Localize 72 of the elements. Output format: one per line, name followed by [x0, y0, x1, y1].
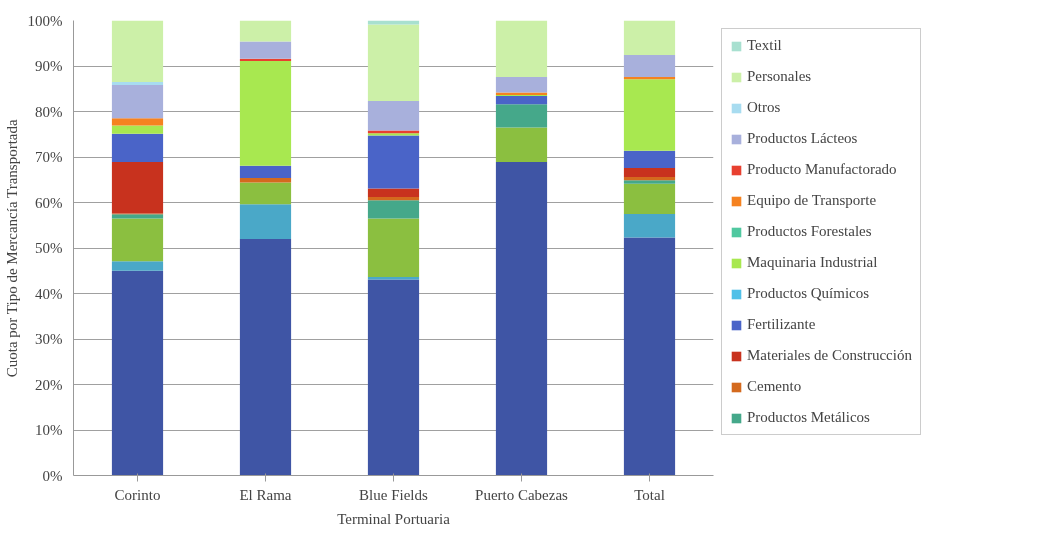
bar: [111, 20, 164, 82]
legend-label: Producto Manufactorado: [747, 161, 897, 178]
y-tick-label: 30%: [35, 331, 63, 347]
x-axis-title: Terminal Portuaria: [337, 510, 451, 527]
legend-label: Materiales de Construcción: [747, 347, 912, 364]
bar: [623, 183, 676, 214]
legend-label: Fertilizante: [747, 316, 816, 333]
bar: [495, 20, 548, 77]
bar: [623, 150, 676, 168]
y-axis-title: Cuota por Tipo de Mercancía Transportada: [3, 118, 20, 378]
x-tick-label: Total: [634, 486, 665, 503]
legend-label: Productos Metálicos: [747, 409, 870, 426]
bar: [111, 125, 164, 134]
legend-label: Productos Químicos: [747, 285, 870, 302]
y-tick-label: 60%: [35, 194, 63, 211]
y-tick-label: 100%: [27, 12, 63, 29]
legend-label: Textil: [747, 37, 782, 54]
bar: [111, 214, 164, 219]
bar: [111, 162, 164, 214]
bar: [495, 162, 548, 476]
bar: [495, 127, 548, 163]
legend-label: Cemento: [747, 378, 802, 395]
bar: [623, 79, 676, 151]
y-tick-label: 90%: [35, 58, 63, 74]
bar: [239, 182, 292, 205]
bar: [495, 76, 548, 93]
bar: [367, 200, 420, 219]
legend-label: Equipo de Transporte: [747, 192, 877, 209]
bar: [623, 237, 676, 476]
x-tick-label: El Rama: [239, 486, 292, 503]
legend-label: Personales: [747, 68, 812, 85]
bar: [367, 135, 420, 189]
bar: [623, 167, 676, 178]
bar: [111, 218, 164, 262]
legend-label: Productos Forestales: [747, 223, 872, 240]
bar: [239, 41, 292, 59]
bar: [367, 188, 420, 198]
bar: [111, 81, 164, 86]
bar: [367, 20, 420, 25]
bar: [367, 279, 420, 476]
bar: [367, 101, 420, 131]
legend-label: Maquinaria Industrial: [747, 254, 878, 271]
y-tick-label: 10%: [35, 422, 63, 438]
bar: [111, 85, 164, 119]
bar: [367, 24, 420, 102]
bar: [111, 118, 164, 126]
y-tick-label: 70%: [35, 149, 63, 165]
y-tick-label: 0%: [42, 467, 63, 484]
y-tick-label: 50%: [35, 240, 63, 256]
bar: [239, 238, 292, 476]
legend-label: Productos Lácteos: [747, 130, 858, 147]
bar: [239, 165, 292, 178]
bar: [239, 204, 292, 239]
y-tick-label: 80%: [35, 103, 63, 120]
bar: [367, 218, 420, 278]
bar: [239, 60, 292, 166]
bar: [623, 20, 676, 56]
bar: [623, 213, 676, 238]
y-tick-label: 40%: [35, 285, 63, 302]
bar: [239, 20, 292, 42]
bar: [111, 270, 164, 476]
legend-label: Otros: [747, 99, 781, 116]
y-tick-label: 20%: [35, 376, 63, 393]
x-tick-label: Blue Fields: [359, 486, 429, 503]
bar: [111, 261, 164, 271]
bar: [495, 104, 548, 128]
bar: [367, 197, 420, 201]
x-tick-label: Puerto Cabezas: [475, 486, 569, 503]
bar: [623, 55, 676, 77]
bar: [111, 133, 164, 163]
x-tick-label: Corinto: [114, 486, 161, 503]
bar: [495, 96, 548, 105]
